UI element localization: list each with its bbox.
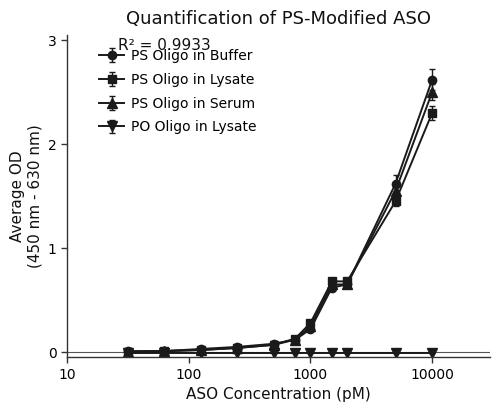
Legend: PS Oligo in Buffer, PS Oligo in Lysate, PS Oligo in Serum, PO Oligo in Lysate: PS Oligo in Buffer, PS Oligo in Lysate, … [95, 45, 261, 138]
Text: R² = 0.9933: R² = 0.9933 [118, 38, 210, 53]
Title: Quantification of PS-Modified ASO: Quantification of PS-Modified ASO [126, 10, 431, 28]
X-axis label: ASO Concentration (pM): ASO Concentration (pM) [186, 387, 371, 402]
Y-axis label: Average OD
(450 nm - 630 nm): Average OD (450 nm - 630 nm) [10, 124, 42, 268]
